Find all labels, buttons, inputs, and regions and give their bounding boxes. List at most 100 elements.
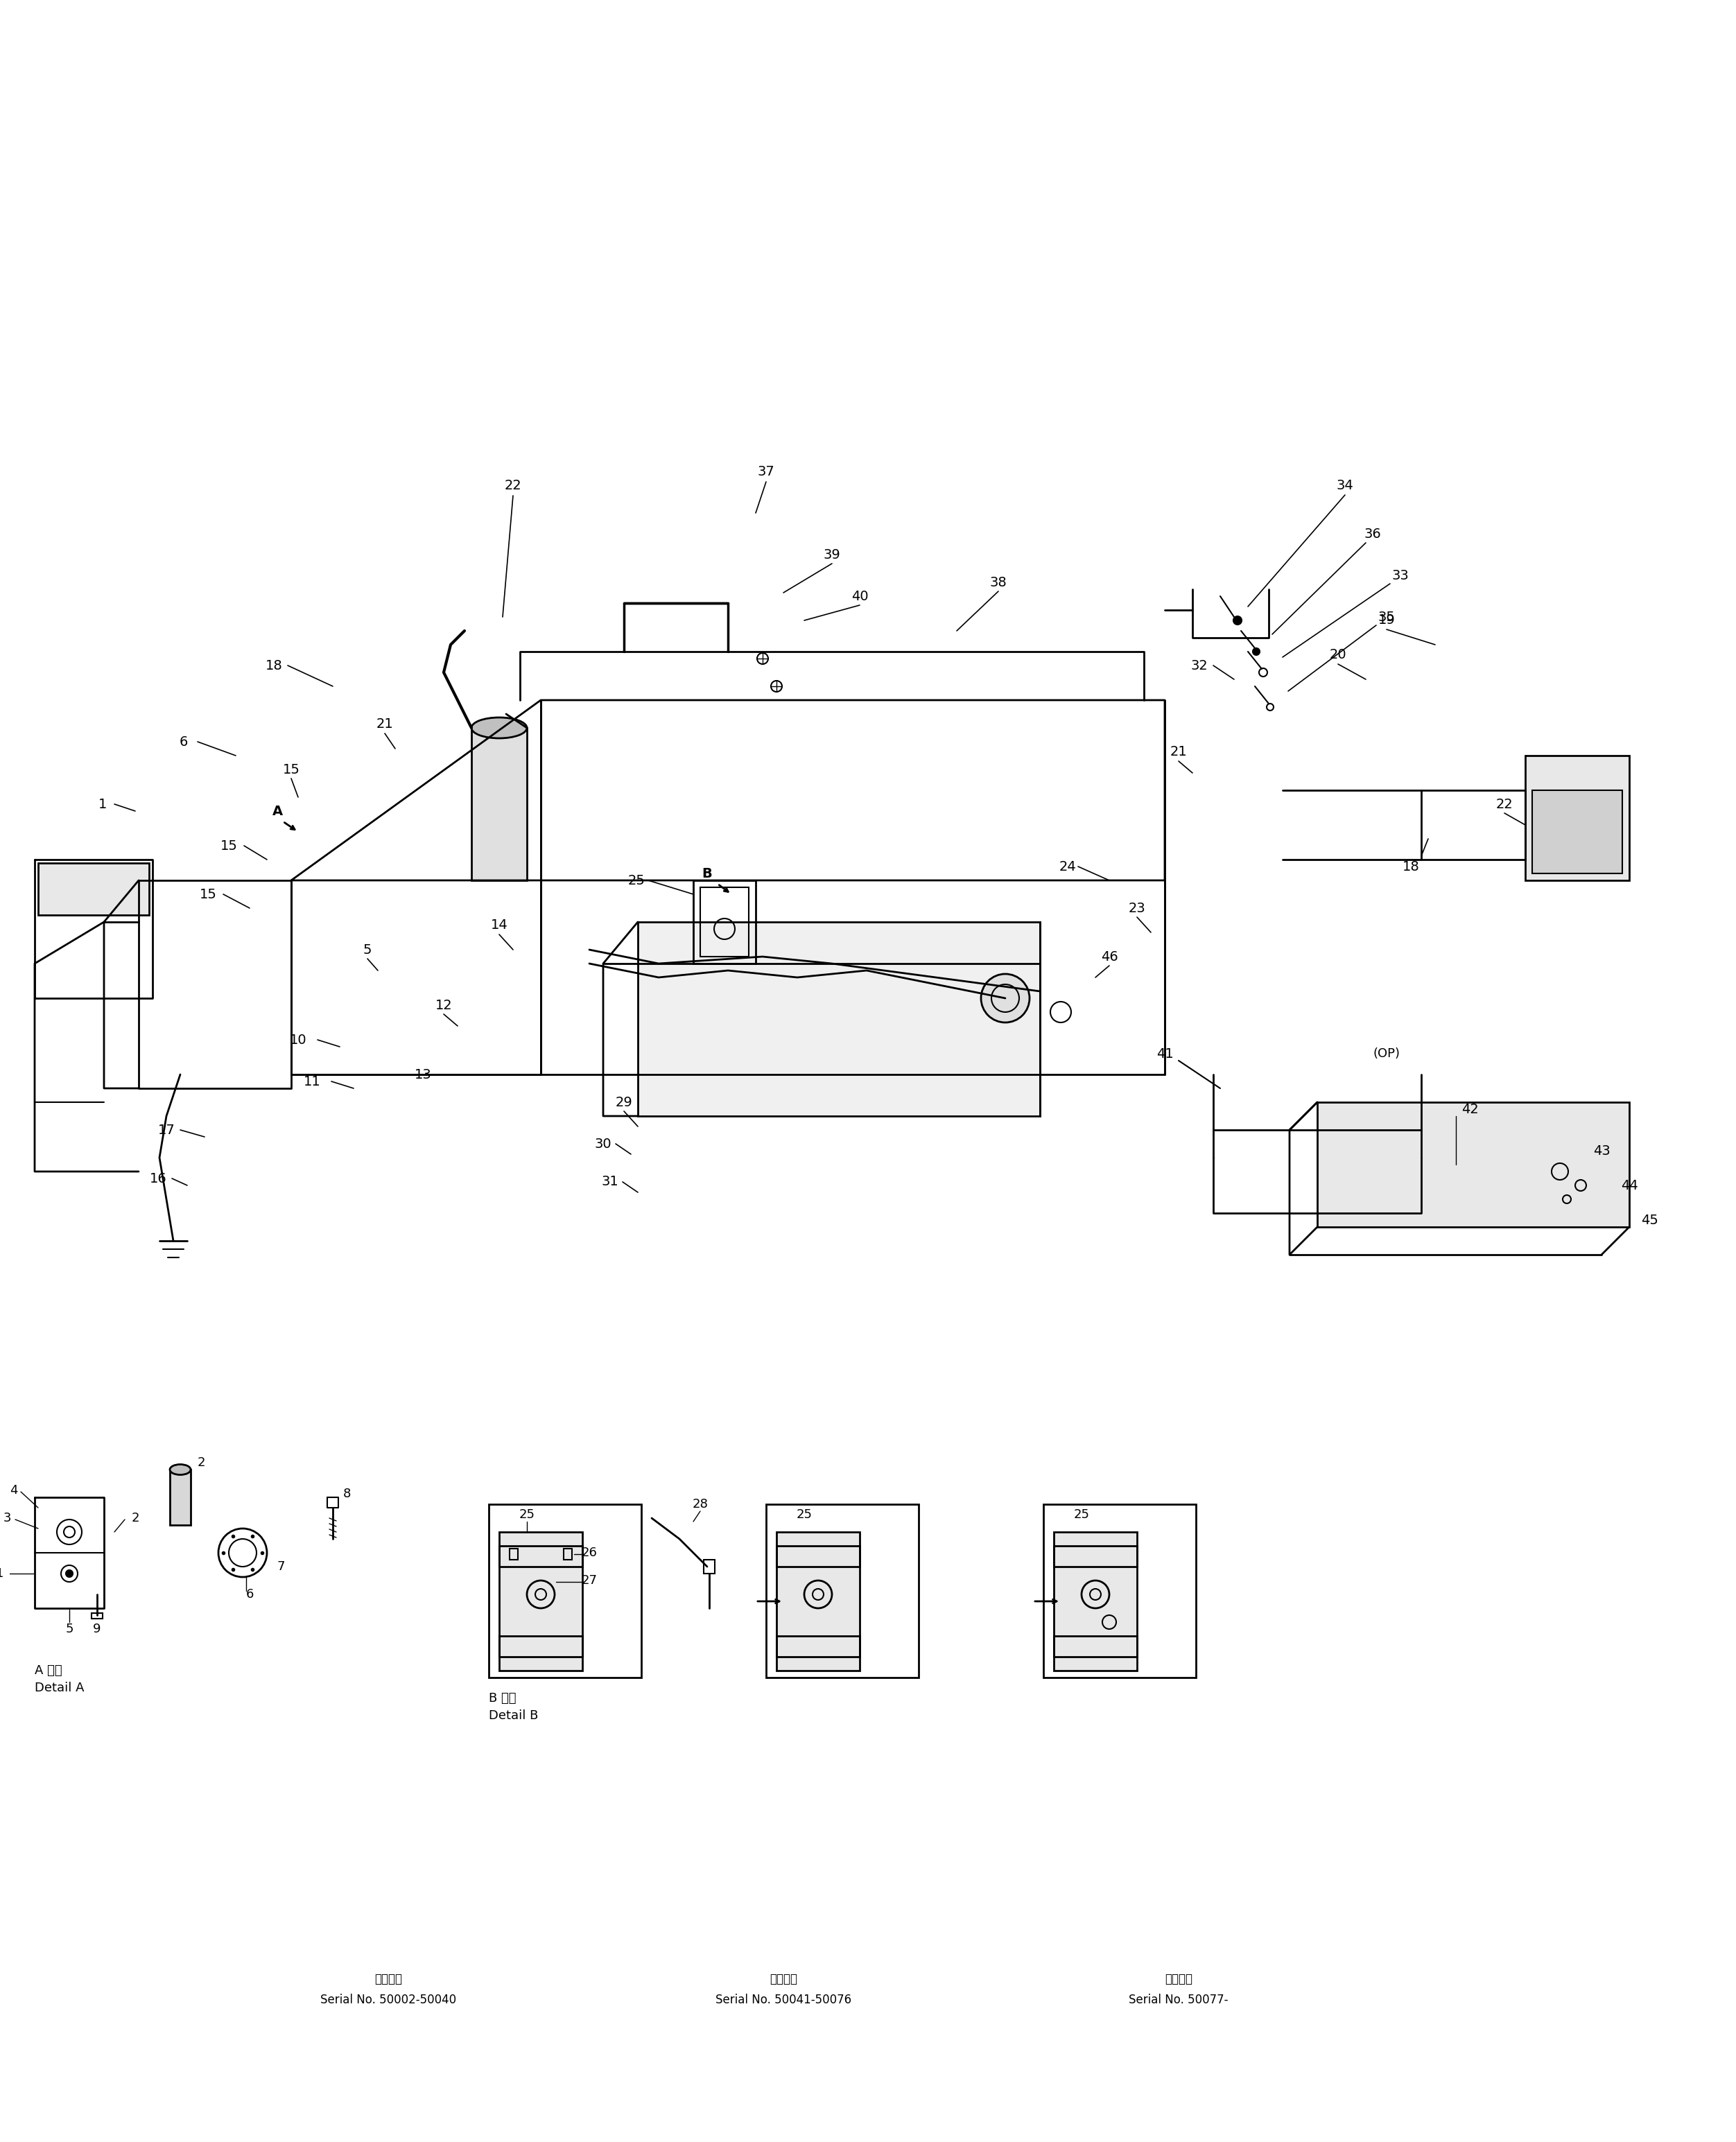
Text: 6: 6 — [245, 1587, 253, 1600]
Text: 23: 23 — [1128, 902, 1146, 915]
Ellipse shape — [472, 718, 528, 739]
Text: 5: 5 — [66, 1624, 73, 1634]
Circle shape — [1253, 649, 1260, 655]
Text: 24: 24 — [1059, 859, 1076, 874]
Text: 7: 7 — [276, 1559, 285, 1572]
Text: 10: 10 — [290, 1032, 307, 1047]
Text: 25: 25 — [628, 874, 646, 887]
Text: 16: 16 — [149, 1172, 167, 1185]
Text: 28: 28 — [693, 1497, 708, 1510]
Text: 22: 22 — [1496, 797, 1514, 810]
Text: 32: 32 — [1191, 660, 1208, 673]
Bar — [1043, 1504, 1196, 1677]
Circle shape — [1233, 617, 1241, 625]
Bar — [1526, 756, 1628, 880]
Text: 2: 2 — [132, 1512, 139, 1525]
Text: 適用号機: 適用号機 — [769, 1973, 797, 1986]
Text: B 詳細: B 詳細 — [490, 1692, 516, 1705]
Text: 適用号機: 適用号機 — [1165, 1973, 1193, 1986]
Bar — [703, 1559, 715, 1574]
Text: 27: 27 — [582, 1574, 597, 1587]
Bar — [1533, 790, 1623, 874]
Text: 8: 8 — [342, 1487, 351, 1499]
Text: 17: 17 — [158, 1122, 175, 1137]
Text: 21: 21 — [377, 718, 394, 730]
Text: 適用号機: 適用号機 — [375, 1973, 403, 1986]
Text: A: A — [273, 805, 283, 818]
Text: 4: 4 — [10, 1484, 17, 1497]
Bar — [38, 863, 149, 915]
Text: 21: 21 — [1170, 745, 1187, 758]
Text: 12: 12 — [436, 998, 453, 1011]
Bar — [472, 728, 528, 880]
Bar — [693, 880, 755, 964]
Text: 35: 35 — [1378, 610, 1396, 623]
Text: 18: 18 — [266, 660, 283, 673]
Text: 41: 41 — [1156, 1047, 1174, 1060]
Text: 45: 45 — [1642, 1215, 1658, 1227]
Text: 9: 9 — [94, 1624, 101, 1634]
Bar — [700, 887, 748, 957]
Bar — [637, 921, 1040, 1116]
Text: 43: 43 — [1594, 1144, 1609, 1157]
Text: B: B — [701, 868, 712, 880]
Bar — [510, 1549, 517, 1559]
Text: 15: 15 — [200, 887, 217, 902]
Circle shape — [66, 1570, 73, 1577]
Text: 33: 33 — [1392, 570, 1410, 583]
Text: 26: 26 — [582, 1547, 597, 1559]
Text: 29: 29 — [615, 1095, 632, 1110]
Bar — [776, 1636, 859, 1656]
Bar — [776, 1547, 859, 1566]
Text: 1: 1 — [99, 797, 108, 810]
Bar — [1054, 1636, 1137, 1656]
Text: 39: 39 — [823, 548, 840, 561]
Text: 22: 22 — [505, 478, 521, 493]
Bar — [776, 1532, 859, 1671]
Circle shape — [981, 975, 1029, 1022]
Text: (OP): (OP) — [1373, 1047, 1401, 1060]
Text: Serial No. 50002-50040: Serial No. 50002-50040 — [319, 1994, 457, 2007]
Bar — [500, 1636, 582, 1656]
Bar — [170, 1469, 191, 1525]
Text: 37: 37 — [757, 465, 774, 478]
Text: 25: 25 — [1073, 1508, 1090, 1521]
Text: 36: 36 — [1364, 527, 1382, 540]
Text: 15: 15 — [220, 840, 238, 853]
Bar — [500, 1532, 582, 1671]
Text: 20: 20 — [1330, 649, 1347, 662]
Bar — [500, 1547, 582, 1566]
Bar — [564, 1549, 571, 1559]
Text: 44: 44 — [1621, 1178, 1637, 1191]
Text: 13: 13 — [415, 1069, 432, 1082]
Text: 1: 1 — [0, 1568, 3, 1581]
Bar — [490, 1504, 641, 1677]
Text: 5: 5 — [363, 942, 372, 955]
Ellipse shape — [170, 1465, 191, 1476]
Text: 6: 6 — [179, 735, 187, 748]
Text: 25: 25 — [519, 1508, 535, 1521]
Text: 15: 15 — [283, 763, 300, 775]
Text: 2: 2 — [198, 1457, 205, 1469]
Bar — [1054, 1547, 1137, 1566]
Text: 3: 3 — [3, 1512, 10, 1525]
Bar — [92, 1613, 102, 1619]
Text: 42: 42 — [1462, 1103, 1479, 1116]
Text: Detail B: Detail B — [490, 1709, 538, 1722]
Text: A 詳細: A 詳細 — [35, 1664, 62, 1677]
Text: Serial No. 50041-50076: Serial No. 50041-50076 — [715, 1994, 851, 2007]
Text: Serial No. 50077-: Serial No. 50077- — [1128, 1994, 1229, 2007]
Bar — [1054, 1532, 1137, 1671]
Text: 31: 31 — [601, 1176, 618, 1189]
Text: 30: 30 — [595, 1137, 611, 1150]
Text: 38: 38 — [990, 576, 1007, 589]
Text: 40: 40 — [851, 589, 868, 602]
Text: 25: 25 — [797, 1508, 812, 1521]
Text: 14: 14 — [491, 919, 507, 932]
Text: 11: 11 — [304, 1075, 321, 1088]
Bar — [1318, 1103, 1628, 1227]
Text: 46: 46 — [1101, 951, 1118, 964]
Bar — [766, 1504, 918, 1677]
Text: 19: 19 — [1378, 615, 1396, 628]
Text: 18: 18 — [1403, 859, 1420, 874]
